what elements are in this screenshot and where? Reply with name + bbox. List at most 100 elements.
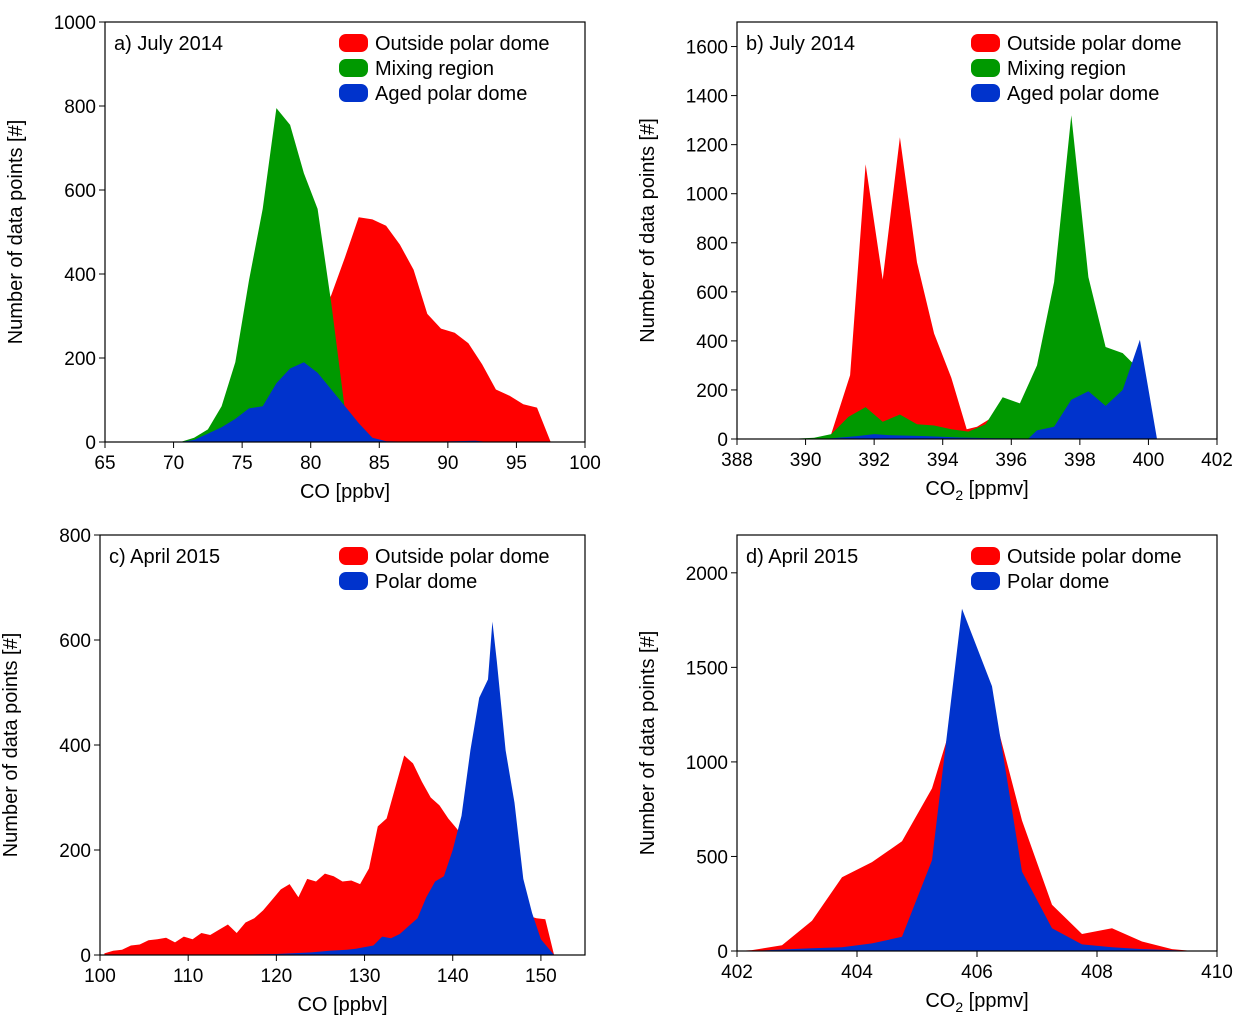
x-tick-label: 404 bbox=[841, 962, 873, 983]
x-tick-label: 70 bbox=[163, 453, 184, 474]
y-tick-label: 1400 bbox=[686, 87, 728, 108]
x-tick-label: 390 bbox=[790, 450, 822, 471]
series-area-1 bbox=[829, 137, 998, 439]
x-tick-label: 100 bbox=[569, 453, 601, 474]
y-tick-label: 500 bbox=[696, 847, 728, 868]
legend-label: Polar dome bbox=[375, 571, 477, 593]
x-tick-label: 398 bbox=[1064, 450, 1096, 471]
legend: Outside polar dome Mixing region Aged pola… bbox=[971, 33, 1182, 105]
legend-label: Mixing region bbox=[1007, 58, 1126, 80]
y-axis-label: Number of data points [#] bbox=[637, 118, 659, 343]
y-axis-label: Number of data points [#] bbox=[637, 631, 659, 856]
legend-label: Outside polar dome bbox=[1007, 33, 1182, 55]
y-tick-label: 1000 bbox=[686, 185, 728, 206]
y-tick-label: 800 bbox=[64, 97, 96, 118]
y-tick-label: 1500 bbox=[686, 658, 728, 679]
legend-label: Mixing region bbox=[375, 58, 494, 80]
y-tick-label: 400 bbox=[59, 736, 91, 757]
series-area-1 bbox=[180, 217, 551, 442]
series-area-2 bbox=[752, 608, 1193, 951]
x-axis-label-subscript: 2 bbox=[955, 999, 963, 1015]
y-tick-label: 200 bbox=[59, 841, 91, 862]
legend-label: Aged polar dome bbox=[1007, 83, 1159, 105]
x-tick-label: 402 bbox=[721, 962, 753, 983]
x-tick-label: 394 bbox=[927, 450, 959, 471]
x-tick-label: 65 bbox=[94, 453, 115, 474]
x-tick-label: 130 bbox=[349, 966, 381, 987]
legend-swatch bbox=[971, 547, 1000, 565]
x-tick-label: 95 bbox=[506, 453, 527, 474]
x-axis-label-main: CO bbox=[925, 990, 955, 1012]
legend-swatch bbox=[339, 34, 368, 52]
x-tick-label: 90 bbox=[437, 453, 458, 474]
legend-swatch bbox=[339, 547, 368, 565]
x-axis-label-main: CO [ppbv] bbox=[300, 481, 390, 503]
x-tick-label: 100 bbox=[84, 966, 116, 987]
panel-title: a) July 2014 bbox=[114, 33, 223, 55]
y-tick-label: 0 bbox=[80, 946, 91, 967]
x-tick-label: 80 bbox=[300, 453, 321, 474]
panel-3: 100 110 120 130 140 150 0 200 400 600 800 CO [ppbv]… bbox=[0, 526, 586, 1016]
y-tick-label: 1000 bbox=[54, 13, 96, 34]
series-areas bbox=[104, 621, 555, 955]
x-tick-label: 392 bbox=[858, 450, 890, 471]
x-tick-label: 85 bbox=[369, 453, 390, 474]
x-tick-label: 396 bbox=[995, 450, 1027, 471]
y-tick-label: 400 bbox=[696, 332, 728, 353]
series-area-2 bbox=[788, 115, 1149, 439]
y-tick-label: 600 bbox=[696, 283, 728, 304]
legend: Outside polar dome Polar dome bbox=[971, 546, 1182, 593]
series-areas bbox=[180, 108, 551, 442]
legend-swatch bbox=[971, 34, 1000, 52]
series-areas bbox=[788, 115, 1157, 439]
y-tick-label: 800 bbox=[696, 234, 728, 255]
x-axis-label: CO [ppbv] bbox=[300, 481, 390, 503]
y-tick-label: 200 bbox=[696, 381, 728, 402]
y-tick-label: 0 bbox=[717, 430, 728, 451]
series-area-2 bbox=[223, 621, 555, 955]
panel-title: d) April 2015 bbox=[746, 546, 858, 568]
y-tick-label: 1200 bbox=[686, 136, 728, 157]
x-tick-label: 120 bbox=[261, 966, 293, 987]
legend-swatch bbox=[971, 59, 1000, 77]
legend: Outside polar dome Polar dome bbox=[339, 546, 550, 593]
y-tick-label: 2000 bbox=[686, 564, 728, 585]
legend-swatch bbox=[339, 84, 368, 102]
legend: Outside polar dome Mixing region Aged pola… bbox=[339, 33, 550, 105]
x-axis-label: CO [ppbv] bbox=[297, 994, 387, 1016]
legend-label: Polar dome bbox=[1007, 571, 1109, 593]
y-tick-label: 600 bbox=[64, 181, 96, 202]
y-tick-label: 200 bbox=[64, 349, 96, 370]
plot-frame bbox=[104, 21, 586, 443]
x-axis-label-main: CO bbox=[925, 478, 955, 500]
x-tick-label: 75 bbox=[232, 453, 253, 474]
legend-swatch bbox=[971, 84, 1000, 102]
legend-label: Aged polar dome bbox=[375, 83, 527, 105]
x-axis-label-suffix: [ppmv] bbox=[963, 478, 1029, 500]
legend-swatch bbox=[971, 572, 1000, 590]
legend-swatch bbox=[339, 572, 368, 590]
x-tick-label: 406 bbox=[961, 962, 993, 983]
x-axis-label-main: CO [ppbv] bbox=[297, 994, 387, 1016]
x-tick-label: 400 bbox=[1133, 450, 1165, 471]
panel-title: c) April 2015 bbox=[109, 546, 220, 568]
y-axis-label: Number of data points [#] bbox=[5, 120, 27, 345]
x-tick-label: 408 bbox=[1081, 962, 1113, 983]
series-area-3 bbox=[180, 362, 489, 442]
y-tick-label: 600 bbox=[59, 631, 91, 652]
x-tick-label: 410 bbox=[1201, 962, 1233, 983]
legend-label: Outside polar dome bbox=[375, 33, 550, 55]
y-tick-label: 0 bbox=[717, 942, 728, 963]
y-axis-label: Number of data points [#] bbox=[0, 633, 22, 858]
legend-swatch bbox=[339, 59, 368, 77]
y-tick-label: 1600 bbox=[686, 38, 728, 59]
panel-2: 388 390 392 394 396 398 400 402 0 200 400 600 800 100… bbox=[637, 21, 1233, 503]
panel-4: 402 404 406 408 410 0 500 1000 1500 2000 CO2 [ppmv… bbox=[637, 534, 1233, 1015]
y-tick-label: 0 bbox=[85, 433, 96, 454]
y-tick-label: 800 bbox=[59, 526, 91, 547]
legend-label: Outside polar dome bbox=[1007, 546, 1182, 568]
legend-label: Outside polar dome bbox=[375, 546, 550, 568]
series-area-2 bbox=[180, 108, 387, 442]
series-areas bbox=[737, 608, 1193, 951]
